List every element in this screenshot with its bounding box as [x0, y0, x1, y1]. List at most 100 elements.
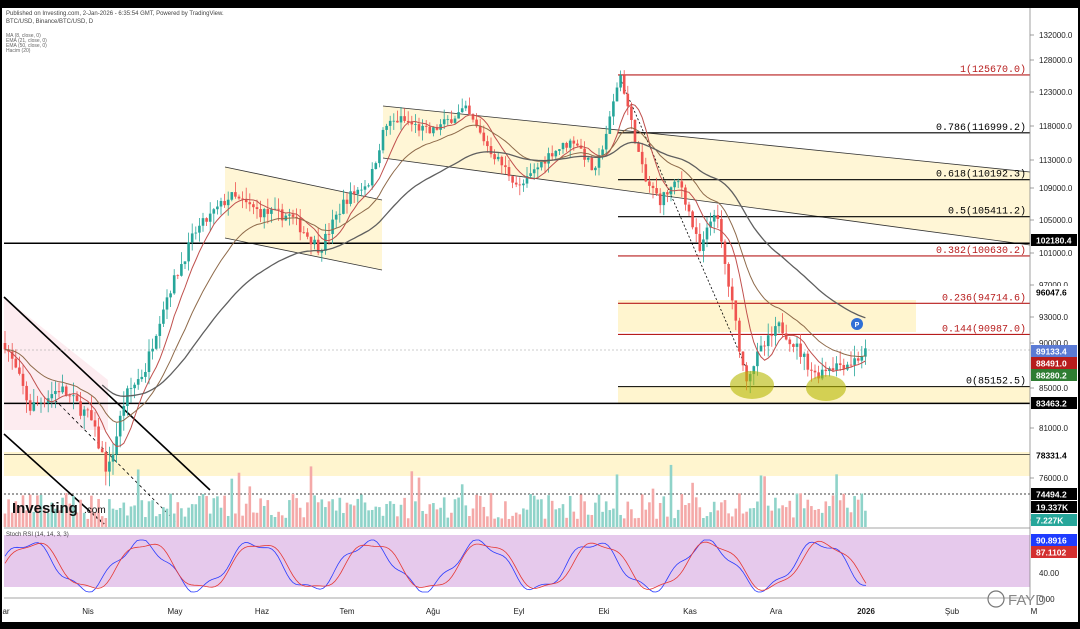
candle-body: [784, 333, 788, 340]
time-axis-label: Eki: [598, 607, 609, 616]
candle-body: [583, 148, 586, 160]
volume-bar: [147, 501, 151, 527]
candle-body: [342, 199, 345, 214]
candle-body: [14, 358, 18, 368]
time-axis-label: Kas: [683, 607, 697, 616]
volume-bar: [75, 512, 79, 527]
volume-bar: [547, 495, 550, 527]
volume-bar: [511, 515, 514, 527]
candle-body: [694, 227, 698, 234]
volume-bar: [763, 476, 766, 527]
price-badge-label: 83463.2: [1036, 399, 1067, 409]
volume-bar: [824, 501, 828, 527]
volume-bar: [694, 497, 698, 527]
candle-body: [813, 370, 817, 373]
candle-body: [453, 118, 457, 123]
price-tick-label: 76000.0: [1039, 474, 1068, 483]
volume-bar: [198, 496, 201, 527]
price-badge: [1031, 357, 1077, 369]
candle-body: [360, 189, 363, 191]
volume-bar: [720, 502, 723, 527]
volume-bar: [363, 502, 367, 527]
volume-bar: [54, 508, 57, 527]
candle-body: [190, 233, 194, 243]
candle-body: [90, 410, 93, 421]
volume-bar: [320, 499, 324, 527]
candle-body: [702, 239, 705, 251]
volume-bar: [576, 518, 579, 527]
volume-bar: [504, 501, 507, 527]
volume-bar: [295, 498, 298, 527]
volume-bar: [457, 497, 460, 527]
candle-body: [496, 156, 500, 160]
volume-bar: [594, 502, 597, 527]
volume-bar: [72, 495, 75, 527]
volume-bar: [93, 512, 97, 527]
volume-bar: [313, 495, 316, 527]
candle-body: [266, 209, 270, 214]
candle-body: [226, 199, 230, 206]
investing-logo-suffix: .com: [84, 505, 106, 516]
candle-body: [604, 133, 608, 150]
volume-bar: [266, 500, 270, 527]
volume-bar: [183, 516, 187, 527]
candle-body: [25, 385, 28, 401]
candle-body: [489, 146, 493, 155]
candle-body: [802, 353, 806, 357]
price-tick-label: 105000.0: [1039, 216, 1073, 225]
candle-body: [576, 143, 579, 146]
candle-body: [763, 345, 766, 347]
candle-body: [673, 181, 676, 188]
candle-body: [766, 335, 770, 347]
fib-level-label: 0.5(105411.2): [948, 206, 1026, 218]
volume-bar: [475, 494, 478, 527]
candle-body: [273, 208, 277, 210]
volume-bar: [316, 502, 320, 527]
volume-bar: [860, 493, 864, 527]
candle-body: [234, 192, 237, 197]
candle-body: [666, 192, 669, 195]
volume-bar: [730, 516, 734, 527]
price-badge: [1031, 345, 1077, 357]
volume-badge: [1031, 514, 1077, 526]
candle-body: [597, 155, 601, 168]
volume-badge: [1031, 501, 1077, 513]
channel-jul-dec: [383, 106, 1030, 245]
candle-body: [720, 218, 723, 242]
candle-body: [601, 149, 604, 156]
volume-bar: [705, 516, 709, 527]
volume-bar: [28, 494, 32, 527]
candle-body: [705, 227, 709, 240]
channel-line: [382, 105, 1031, 173]
price-tick-label: 109000.0: [1039, 184, 1073, 193]
p-marker-icon[interactable]: [851, 318, 863, 330]
volume-bar: [554, 509, 558, 527]
volume-bar: [838, 500, 842, 527]
volume-bar: [302, 517, 306, 527]
candle-body: [727, 263, 730, 287]
volume-bar: [784, 507, 788, 527]
candle-body: [486, 141, 489, 147]
volume-bar: [82, 512, 86, 527]
candle-body: [626, 93, 630, 107]
volume-bar: [187, 507, 190, 527]
time-axis-label: May: [167, 607, 182, 616]
candle-body: [252, 204, 255, 208]
candle-body: [810, 369, 813, 371]
indicator-ema21: EMA (21, close, 0): [6, 38, 47, 44]
volume-bar: [752, 508, 756, 527]
volume-bar: [248, 486, 252, 527]
candle-body: [662, 192, 666, 206]
candle-body: [313, 239, 316, 245]
candle-body: [291, 214, 295, 217]
volume-bar: [435, 509, 439, 527]
volume-bar: [46, 512, 50, 527]
volume-bar: [687, 503, 691, 527]
volume-bar: [770, 510, 774, 527]
volume-bar: [572, 511, 576, 527]
candle-body: [3, 343, 7, 350]
volume-bar: [601, 511, 604, 527]
candle-body: [72, 395, 75, 397]
downtrend-line: [54, 399, 179, 525]
